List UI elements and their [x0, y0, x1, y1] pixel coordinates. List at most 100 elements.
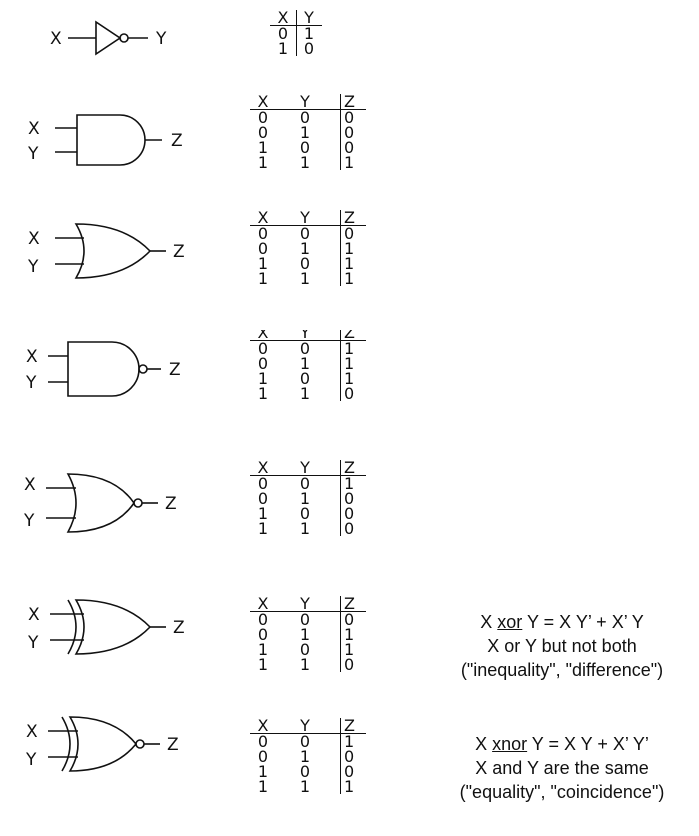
header-z: Z	[344, 330, 355, 341]
cell-x: 0	[257, 108, 269, 127]
cell-y: 0	[299, 762, 311, 781]
cell-z: 0	[344, 762, 355, 781]
header-z: Z	[344, 208, 355, 227]
cell-y: 0	[299, 610, 311, 629]
cell-x: 1	[257, 640, 269, 659]
xnor-gate-symbol: X Y Z	[25, 716, 179, 772]
cell-y: 1	[299, 625, 311, 644]
nand-input-y-label: Y	[25, 373, 37, 393]
cell-x: 1	[257, 777, 269, 796]
table-header: X Y Z	[250, 330, 366, 341]
table-row: 1 0 0	[250, 762, 366, 781]
xnor-aliases: ("equality", "coincidence")	[459, 782, 665, 802]
cell-z: 1	[344, 625, 355, 644]
header-z: Z	[344, 92, 355, 111]
cell-x: 0	[257, 610, 269, 629]
table-row: 1 1 1	[250, 153, 366, 172]
cell-z: 0	[344, 108, 355, 127]
table-header: X Y Z	[250, 596, 366, 612]
cell-y: 0	[299, 369, 311, 388]
cell-x: 1	[257, 254, 269, 273]
or-gate-symbol: X Y Z	[27, 223, 185, 279]
header-x: X	[257, 92, 269, 111]
cell-z: 1	[344, 239, 355, 258]
table-row: 1 1 0	[250, 655, 366, 674]
xor-equation: X xor Y = X Y’ + X’ Y	[480, 612, 644, 632]
and-input-y-label: Y	[27, 144, 39, 164]
and-gate-symbol: X Y Z	[27, 114, 183, 166]
cell-y: 1	[299, 519, 311, 538]
table-row: 0 1	[270, 24, 322, 43]
cell-y: 0	[299, 640, 311, 659]
cell-z: 0	[344, 610, 355, 629]
cell-y: 1	[299, 269, 311, 288]
cell-z: 1	[344, 269, 355, 288]
header-y: Y	[300, 458, 310, 477]
not-input-label: X	[50, 29, 62, 49]
header-z: Z	[344, 458, 355, 477]
cell-x: 1	[257, 384, 269, 403]
cell-z: 1	[344, 254, 355, 273]
cell-z: 0	[344, 384, 355, 403]
cell-y: 1	[299, 123, 311, 142]
cell-y: 1	[303, 24, 315, 43]
cell-y: 0	[299, 138, 311, 157]
xor-operator: xor	[497, 612, 523, 632]
cell-y: 0	[299, 732, 311, 751]
nor-input-y-label: Y	[23, 511, 35, 531]
cell-y: 1	[299, 153, 311, 172]
cell-x: 0	[257, 625, 269, 644]
cell-x: 1	[257, 655, 269, 674]
cell-z: 0	[344, 504, 355, 523]
cell-x: 0	[257, 489, 269, 508]
cell-z: 1	[344, 369, 355, 388]
table-header: X Y	[270, 10, 322, 26]
xnor-operator: xnor	[492, 734, 528, 754]
cell-y: 0	[299, 108, 311, 127]
header-z: Z	[344, 716, 355, 735]
cell-y: 1	[299, 489, 311, 508]
cell-z: 0	[344, 655, 355, 674]
not-gate-symbol: X Y	[50, 20, 167, 56]
cell-y: 0	[299, 474, 311, 493]
xor-output-label: Z	[173, 618, 185, 638]
cell-z: 1	[344, 474, 355, 493]
header-x: X	[257, 594, 269, 613]
cell-z: 1	[344, 339, 355, 358]
nand-output-label: Z	[169, 360, 181, 380]
or-input-y-label: Y	[27, 257, 39, 277]
table-row: 1 0 1	[250, 369, 366, 388]
cell-z: 0	[344, 224, 355, 243]
table-row: 0 0 1	[250, 732, 366, 751]
header-x: X	[257, 208, 269, 227]
cell-z: 1	[344, 153, 355, 172]
xnor-meaning: X and Y are the same	[475, 758, 649, 778]
header-y: Y	[300, 92, 310, 111]
cell-y: 1	[299, 384, 311, 403]
nand-gate-symbol: X Y Z	[25, 341, 181, 397]
header-y: Y	[300, 594, 310, 613]
cell-y: 0	[299, 254, 311, 273]
or-output-label: Z	[173, 242, 185, 262]
column-divider	[340, 596, 341, 672]
table-row: 0 1 1	[250, 354, 366, 373]
header-x: X	[257, 716, 269, 735]
cell-y: 0	[299, 224, 311, 243]
column-divider	[340, 718, 341, 794]
table-row: 1 1 1	[250, 777, 366, 796]
xor-gate-symbol: X Y Z	[27, 599, 185, 655]
nor-input-x-label: X	[24, 475, 36, 495]
header-z: Z	[344, 594, 355, 613]
column-divider	[296, 10, 297, 56]
cell-y: 1	[299, 354, 311, 373]
table-row: 0 0 1	[250, 474, 366, 493]
cell-x: 0	[257, 747, 269, 766]
cell-z: 1	[344, 777, 355, 796]
nor-gate-symbol: X Y Z	[23, 473, 177, 533]
cell-x: 1	[257, 519, 269, 538]
header-x: X	[257, 330, 269, 341]
xnor-input-y-label: Y	[25, 750, 37, 770]
